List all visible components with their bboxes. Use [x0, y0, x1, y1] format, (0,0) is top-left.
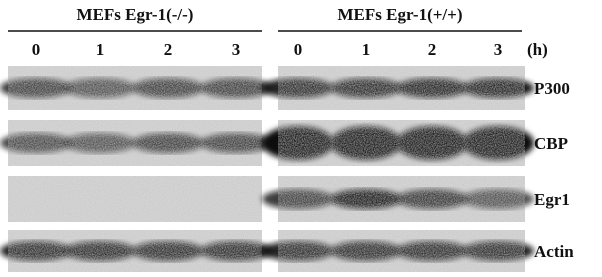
time-label: 0	[32, 40, 41, 59]
time-label: 1	[362, 40, 371, 59]
group-label: MEFs Egr-1(-/-)	[77, 5, 194, 24]
noise	[278, 120, 525, 166]
time-label: 3	[232, 40, 241, 59]
time-label: 2	[164, 40, 173, 59]
time-label: 0	[294, 40, 303, 59]
row-label: Actin	[534, 242, 574, 261]
western-blot-figure: MEFs Egr-1(-/-) MEFs Egr-1(+/+) (h) 0 1 2 3…	[0, 0, 602, 277]
row-label: CBP	[534, 134, 568, 153]
row-label: Egr1	[534, 190, 570, 209]
noise	[278, 230, 525, 272]
noise	[8, 120, 262, 166]
noise	[8, 176, 262, 222]
noise	[8, 230, 262, 272]
noise	[278, 176, 525, 222]
time-unit: (h)	[527, 40, 548, 59]
time-label: 1	[96, 40, 105, 59]
panels	[0, 66, 534, 272]
time-label: 3	[494, 40, 503, 59]
noise	[278, 66, 525, 110]
group-label: MEFs Egr-1(+/+)	[338, 5, 463, 24]
time-label: 2	[428, 40, 437, 59]
blot: MEFs Egr-1(-/-) MEFs Egr-1(+/+) (h) 0 1 2 3…	[0, 0, 602, 277]
noise	[8, 66, 262, 110]
row-label: P300	[534, 79, 570, 98]
